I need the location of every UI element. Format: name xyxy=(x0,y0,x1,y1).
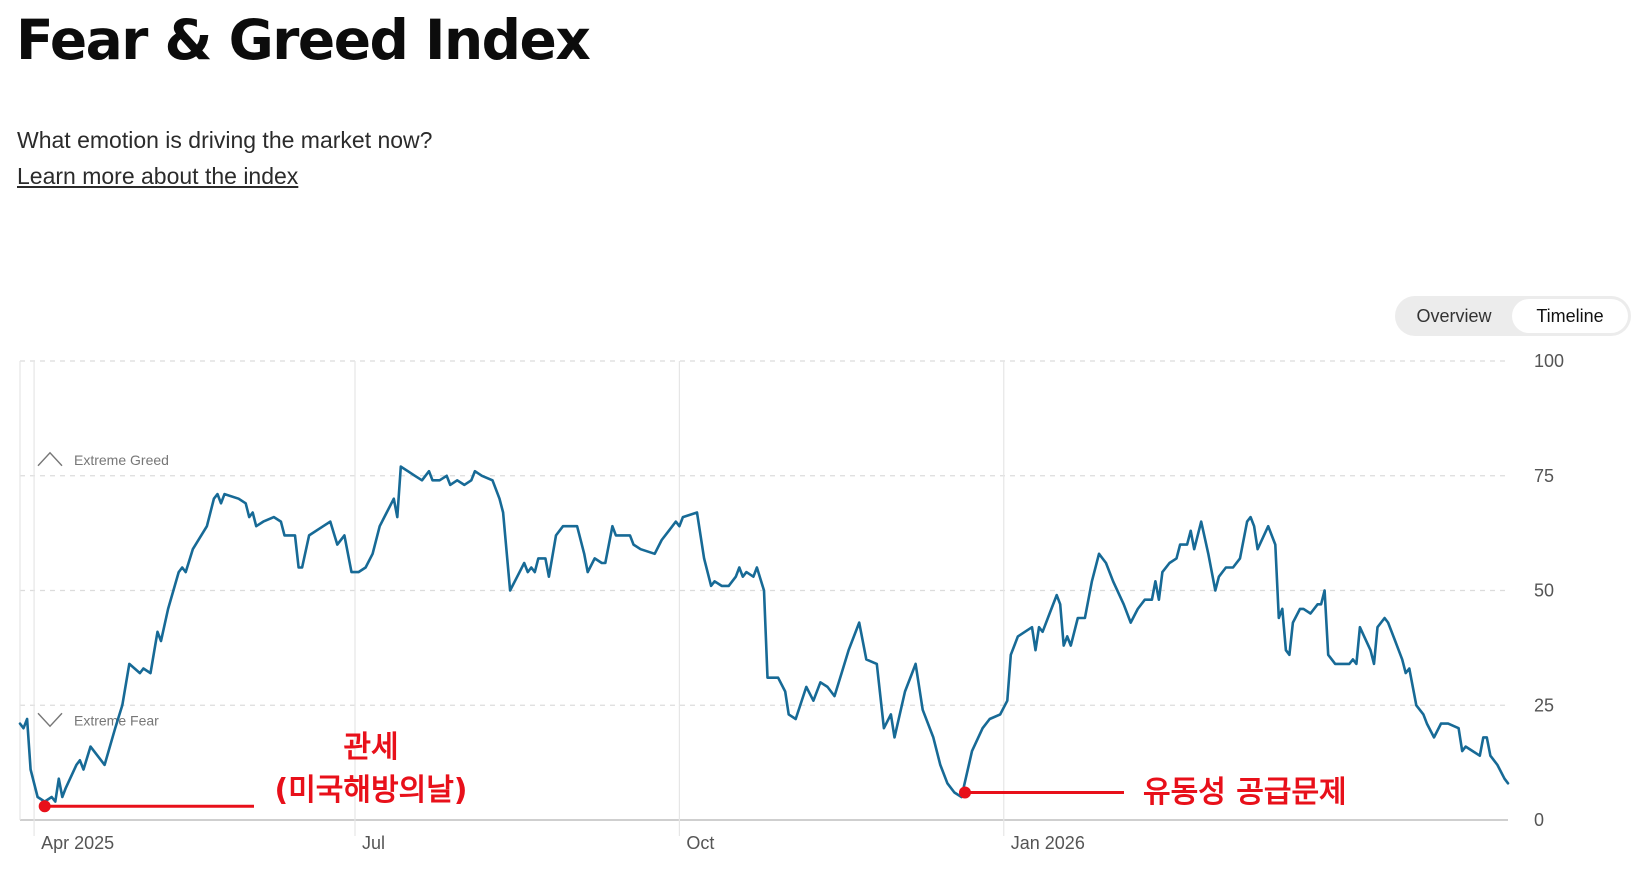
y-tick-label-100: 100 xyxy=(1534,351,1564,371)
overview-tab[interactable]: Overview xyxy=(1416,306,1492,326)
learn-more-link[interactable]: Learn more about the index xyxy=(17,163,299,189)
y-tick-label-0: 0 xyxy=(1534,810,1544,830)
chevron-up-icon xyxy=(37,451,63,467)
chart-axes: 0 25 50 75 100 Apr 2025 Jul Oct Jan 2026 xyxy=(41,351,1564,853)
x-tick-label-1: Jul xyxy=(362,833,385,853)
view-toggle: Overview Timeline xyxy=(1395,296,1631,336)
timeline-tab[interactable]: Timeline xyxy=(1512,299,1628,333)
x-tick-label-3: Jan 2026 xyxy=(1011,833,1085,853)
page-title: Fear & Greed Index xyxy=(16,8,591,72)
annotation-dot-0 xyxy=(38,800,51,813)
x-tick-label-0: Apr 2025 xyxy=(41,833,114,853)
chart-annotations: 관세 (미국해방의날) 유동성 공급문제 xyxy=(38,730,1347,813)
zone-label-0: Extreme Greed xyxy=(74,452,169,468)
chevron-down-icon xyxy=(37,712,63,728)
annotation-dot-1 xyxy=(958,786,971,799)
y-tick-label-50: 50 xyxy=(1534,581,1554,601)
fear-greed-series-line xyxy=(18,465,1510,803)
x-tick-label-2: Oct xyxy=(686,833,714,853)
y-tick-label-25: 25 xyxy=(1534,695,1554,715)
annotation-text-0a: 관세 xyxy=(343,730,398,765)
page-subtitle: What emotion is driving the market now? xyxy=(17,127,433,153)
annotation-text-1: 유동성 공급문제 xyxy=(1143,775,1347,810)
annotation-text-0b: (미국해방의날) xyxy=(274,773,467,808)
y-tick-label-75: 75 xyxy=(1534,466,1554,486)
